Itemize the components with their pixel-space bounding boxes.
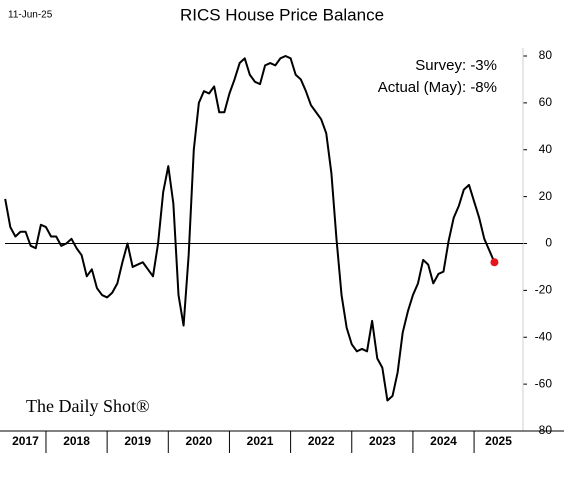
- y-tick-label: 40: [539, 142, 553, 156]
- y-tick-label: 60: [539, 95, 553, 109]
- x-tick-label: 2024: [430, 434, 457, 448]
- y-tick-label: -60: [535, 376, 553, 390]
- x-tick-label: 2021: [247, 434, 274, 448]
- y-tick-label: 20: [539, 189, 553, 203]
- x-tick-label: 2017: [12, 434, 39, 448]
- y-tick-label: -80: [535, 423, 553, 437]
- x-tick-label: 2022: [308, 434, 335, 448]
- watermark: The Daily Shot®: [26, 396, 150, 416]
- annotation: Actual (May): -8%: [378, 79, 497, 96]
- chart-title: RICS House Price Balance: [180, 5, 384, 24]
- annotation: Survey: -3%: [415, 57, 497, 74]
- x-tick-label: 2019: [124, 434, 151, 448]
- x-tick-label: 2018: [63, 434, 90, 448]
- y-tick-label: -40: [535, 329, 553, 343]
- y-tick-label: -20: [535, 283, 553, 297]
- x-tick-label: 2025: [485, 434, 512, 448]
- y-tick-label: 80: [539, 48, 553, 62]
- date-label: 11-Jun-25: [8, 10, 53, 21]
- x-tick-label: 2020: [186, 434, 213, 448]
- end-marker: [490, 258, 499, 267]
- y-tick-label: 0: [545, 236, 552, 250]
- x-tick-label: 2023: [369, 434, 396, 448]
- line: [4, 55, 496, 402]
